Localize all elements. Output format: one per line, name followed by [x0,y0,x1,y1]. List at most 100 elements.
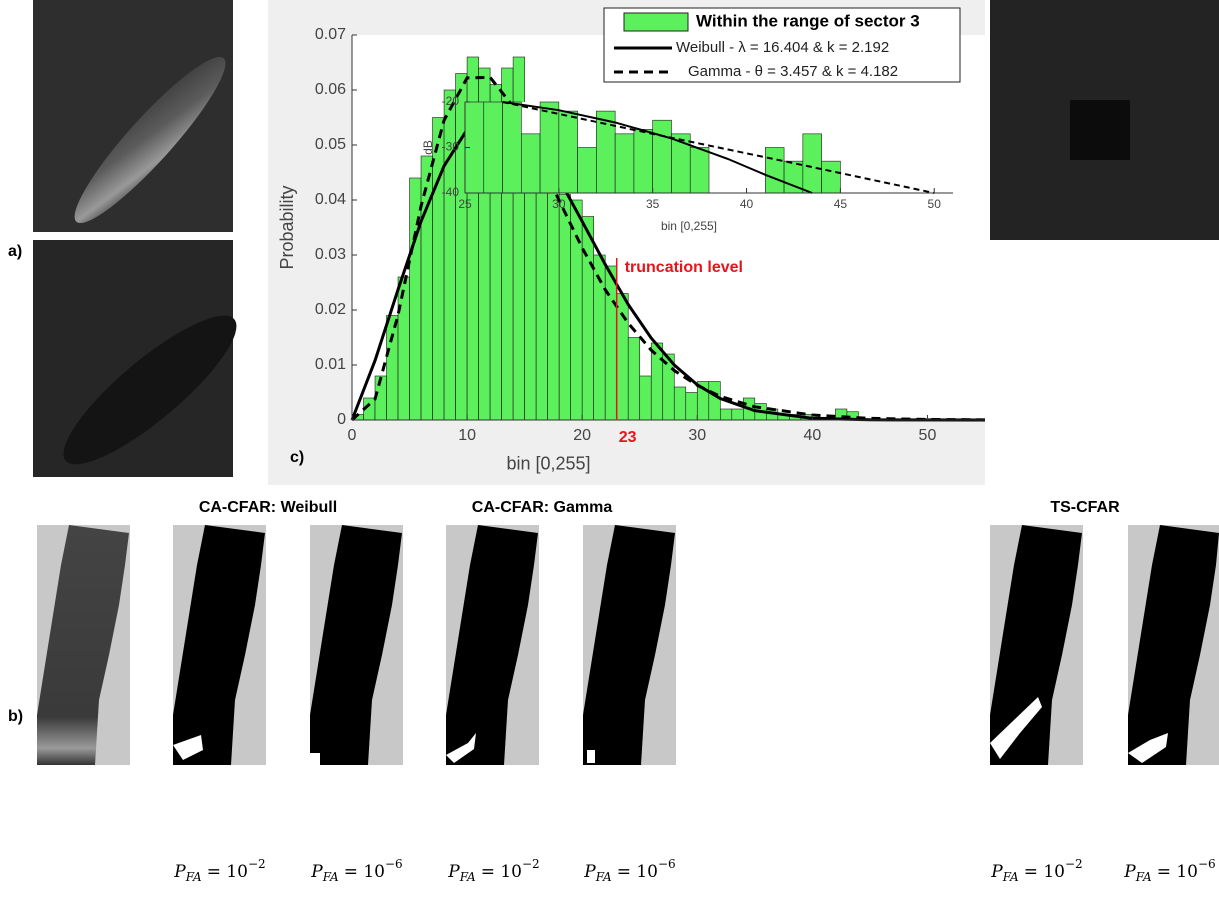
y-tick-label: -40 [442,185,460,199]
y-tick-label: 0.07 [315,26,346,43]
x-tick-label: 10 [458,427,476,444]
bar [689,147,710,194]
x-tick-label: 40 [803,427,821,444]
y-axis-label: dB [421,140,435,155]
pfa-label: PFA = 10−2 [447,857,539,884]
y-tick-label: 0.03 [315,246,346,263]
pfa-subscript: FA [1002,870,1019,884]
pfa-label: PFA = 10−2 [173,857,265,884]
pfa-subscript: FA [322,870,339,884]
pfa-exponent: −6 [658,857,676,871]
subfigure-title: CA-CFAR: Gamma [472,499,613,516]
truncation-label: truncation level [625,259,743,276]
image-dark-band [63,315,237,465]
pfa-symbol: P [447,862,460,882]
y-tick-label: -20 [442,94,460,108]
y-tick-label: 0.04 [315,191,346,208]
bar [535,188,548,421]
plots: 0 10 20 30 40 50 0 0.01 0.02 0.03 0.04 0.05 0.06 0.07… [277,7,986,474]
x-axis-label: bin [0,255] [506,454,590,474]
y-tick-label: 0.01 [315,356,346,373]
bar [639,375,652,421]
x-tick-label: 25 [458,197,472,211]
x-tick-label: 50 [919,427,937,444]
y-tick-label: 0.02 [315,301,346,318]
pfa-label: PFA = 10−6 [1123,857,1215,884]
bar [731,408,744,421]
bar [581,216,594,421]
strip-band [310,525,402,765]
legend-label: Gamma - θ = 3.457 & k = 4.182 [688,63,898,80]
x-tick-label: 30 [552,197,566,211]
legend-label: Weibull - λ = 16.404 & k = 2.192 [676,39,889,56]
detection [446,733,476,763]
fit-curve [350,112,986,422]
strip-band [583,525,675,765]
y-axis-label: Probability [277,185,297,269]
pfa-equals: = 10 [617,862,658,882]
pfa-symbol: P [1123,862,1136,882]
pfa-label: PFA = 10−2 [990,857,1082,884]
detection [587,750,595,763]
strip-band [446,525,538,765]
bar [397,276,410,421]
pfa-equals: = 10 [344,862,385,882]
x-tick-label: 45 [834,197,848,211]
x-tick-label: 35 [646,197,660,211]
bar [614,133,635,194]
pfa-equals: = 10 [1024,862,1065,882]
x-tick-label: 30 [688,427,706,444]
strip-band [173,525,265,765]
detection [990,697,1042,759]
pfa-equals: = 10 [207,862,248,882]
truncation-value: 23 [619,429,637,446]
y-tick-label: 0.06 [315,81,346,98]
pfa-exponent: −2 [1065,857,1083,871]
bar [386,315,399,421]
pfa-exponent: −6 [1198,857,1216,871]
strips [37,525,1219,765]
legend-swatch [623,12,689,32]
bar [502,101,522,194]
strip-band [1128,525,1219,765]
pfa-symbol: P [310,862,323,882]
detection [1128,733,1168,763]
fit-curve [502,101,935,194]
bar [633,129,653,194]
bar [409,177,422,421]
panel-label: c) [290,449,304,466]
x-axis-label: bin [0,255] [661,219,717,233]
pfa-subscript: FA [595,870,612,884]
detection [173,735,203,760]
y-tick-label: 0 [337,411,346,428]
bar [627,337,641,421]
bar [577,147,597,194]
bar [558,194,571,421]
panel-label: a) [8,243,22,260]
pfa-subscript: FA [185,870,202,884]
bar [604,265,618,421]
bar [432,117,445,421]
bar [673,386,687,421]
x-tick-label: 0 [348,427,357,444]
bar [650,342,664,421]
bar [483,101,503,194]
image-streak [74,56,226,224]
bar [821,160,841,194]
bar [765,147,785,194]
bar [685,392,698,421]
y-tick-label: -30 [442,140,460,154]
bar [558,110,578,194]
subfigure-title: CA-CFAR: Weibull [199,499,337,516]
x-tick-label: 40 [740,197,754,211]
pfa-label: PFA = 10−6 [310,857,402,884]
x-tick-label: 20 [573,427,591,444]
pfa-exponent: −2 [248,857,266,871]
bar [521,133,541,194]
pfa-subscript: FA [459,870,476,884]
strip-band [37,525,129,765]
fit-curve [350,75,986,422]
subfigure-title: TS-CFAR [1050,499,1120,516]
pfa-exponent: −2 [522,857,540,871]
